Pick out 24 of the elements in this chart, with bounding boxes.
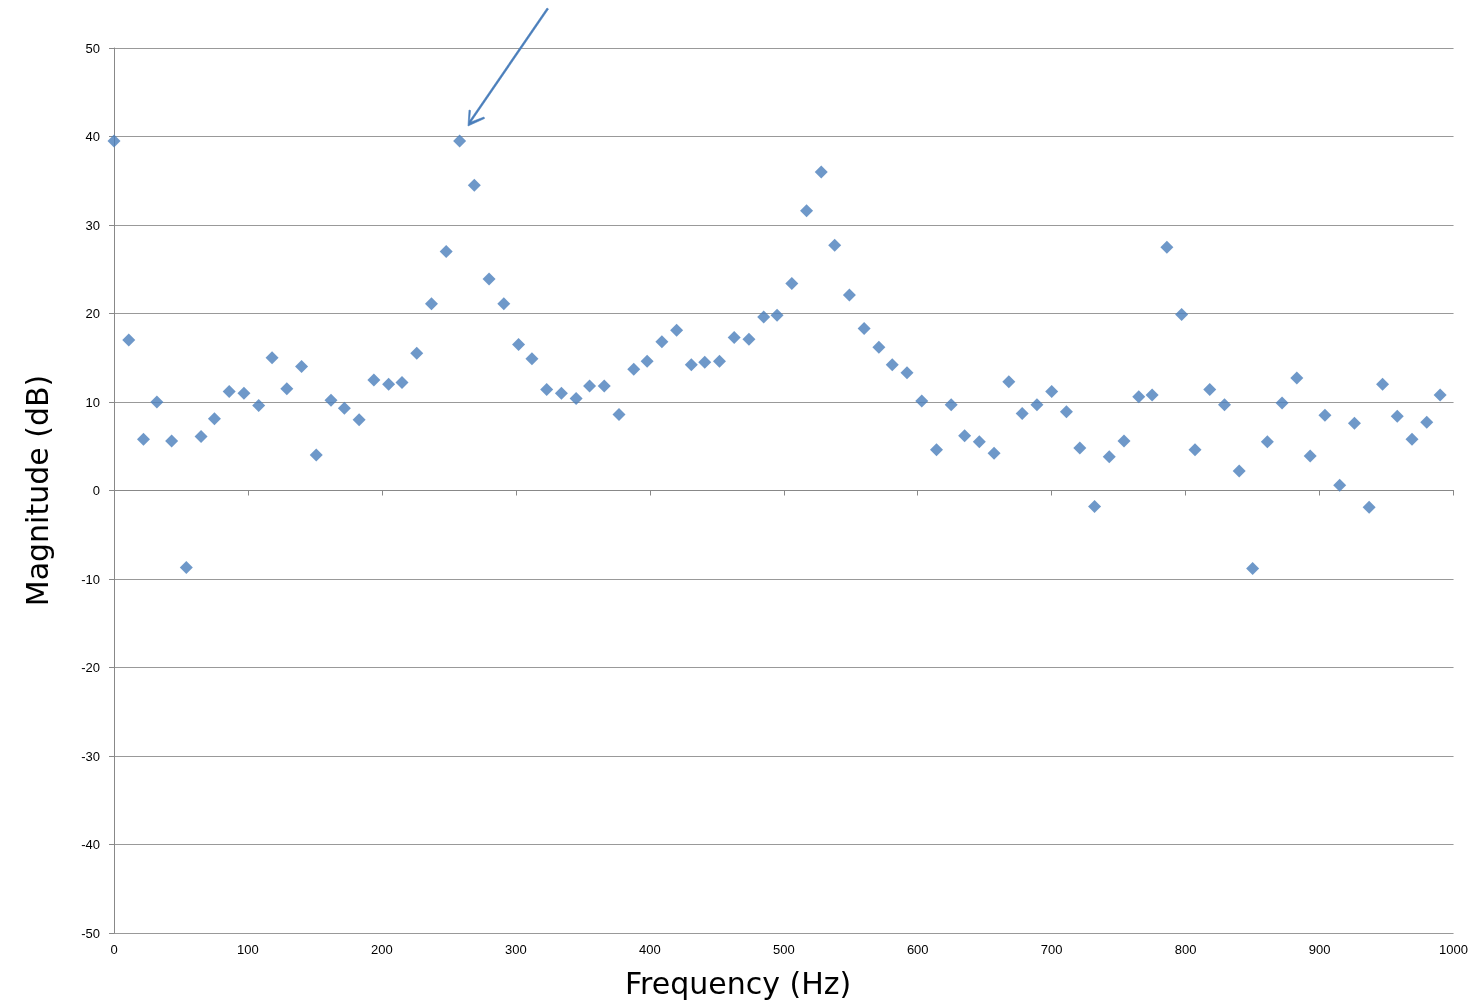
x-tick-label: 800	[1174, 942, 1197, 957]
x-tick-label: 900	[1308, 942, 1331, 957]
x-tick-label: 0	[110, 942, 118, 957]
x-tick-label: 100	[237, 942, 259, 957]
x-tick-label: 1000	[1439, 942, 1468, 957]
y-tick-label: -20	[81, 660, 100, 675]
x-tick-label: 700	[1040, 942, 1063, 957]
x-tick-label: 500	[772, 942, 795, 957]
y-tick-label: 10	[85, 394, 100, 410]
x-axis-title: Frequency (Hz)	[625, 965, 852, 1001]
x-tick-label: 200	[371, 942, 393, 957]
y-tick-label: 50	[85, 40, 100, 56]
y-tick-label: 40	[85, 129, 100, 144]
y-tick-label: -10	[81, 571, 100, 587]
x-tick-label: 600	[906, 942, 929, 957]
y-tick-label: -30	[81, 748, 100, 764]
x-tick-label: 300	[505, 942, 527, 957]
y-tick-label: 20	[85, 306, 100, 321]
y-axis-title: Magnitude (dB)	[19, 374, 55, 607]
y-tick-label: 0	[92, 483, 100, 498]
y-tick-label: -50	[81, 925, 100, 941]
y-tick-label: -40	[81, 837, 100, 852]
y-tick-label: 30	[85, 217, 100, 233]
x-tick-label: 400	[638, 942, 661, 957]
